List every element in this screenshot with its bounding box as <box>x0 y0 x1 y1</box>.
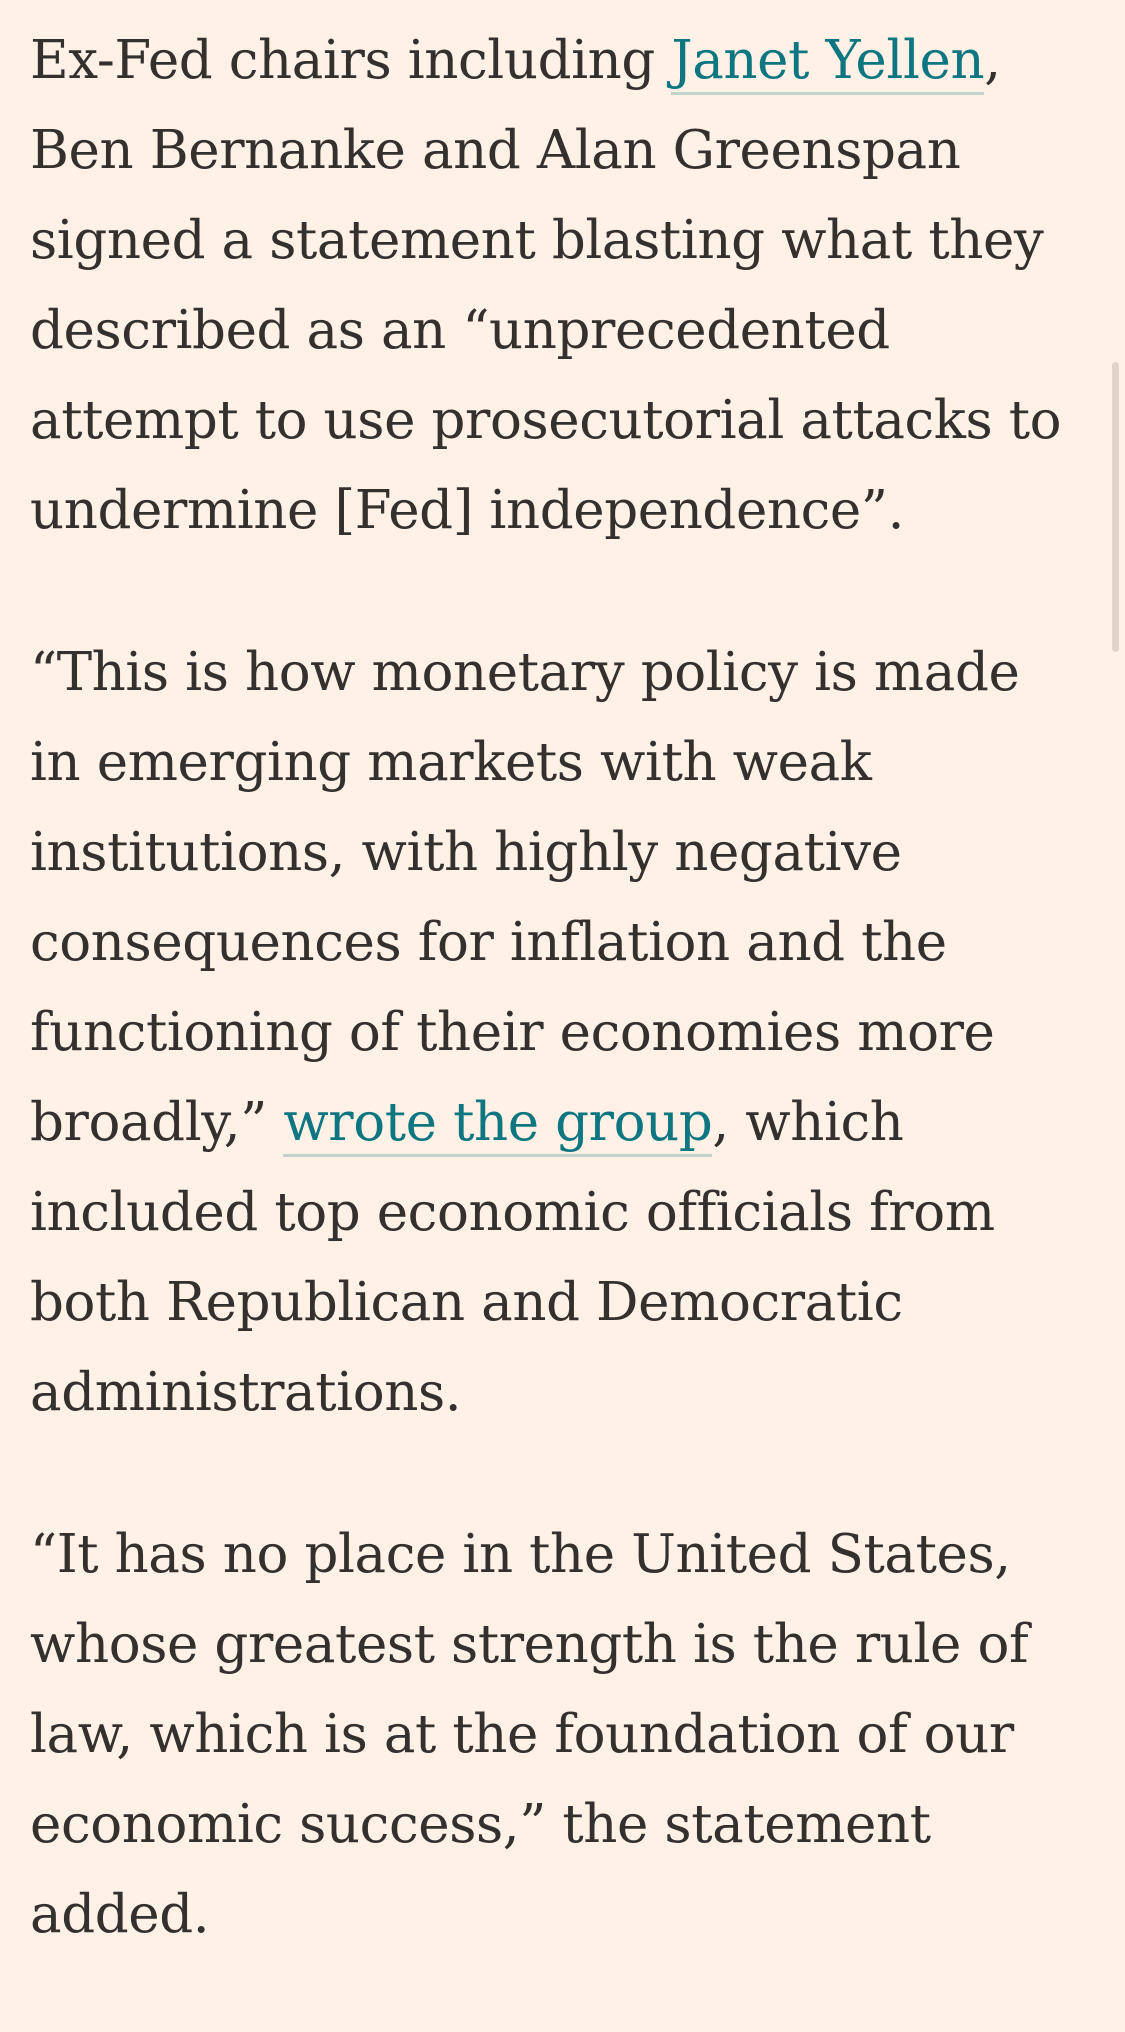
janet-yellen-link[interactable]: Janet Yellen <box>671 30 985 95</box>
paragraph-text: , which included top economic officials … <box>30 1092 995 1423</box>
paragraph-text: , Ben Bernanke and Alan Greenspan signed… <box>30 30 1062 541</box>
wrote-the-group-link[interactable]: wrote the group <box>283 1092 713 1157</box>
scrollbar[interactable] <box>1112 362 1119 652</box>
paragraph: “This is how monetary policy is made in … <box>30 628 1070 1438</box>
article-body: Ex-Fed chairs including Janet Yellen, Be… <box>30 16 1070 2032</box>
paragraph-text: Ex-Fed chairs including <box>30 30 672 91</box>
paragraph: Ex-Fed chairs including Janet Yellen, Be… <box>30 16 1070 556</box>
paragraph: “It has no place in the United States, w… <box>30 1510 1070 1960</box>
paragraph-text: “It has no place in the United States, w… <box>30 1524 1029 1945</box>
paragraph-text: “This is how monetary policy is made in … <box>30 642 1020 1153</box>
